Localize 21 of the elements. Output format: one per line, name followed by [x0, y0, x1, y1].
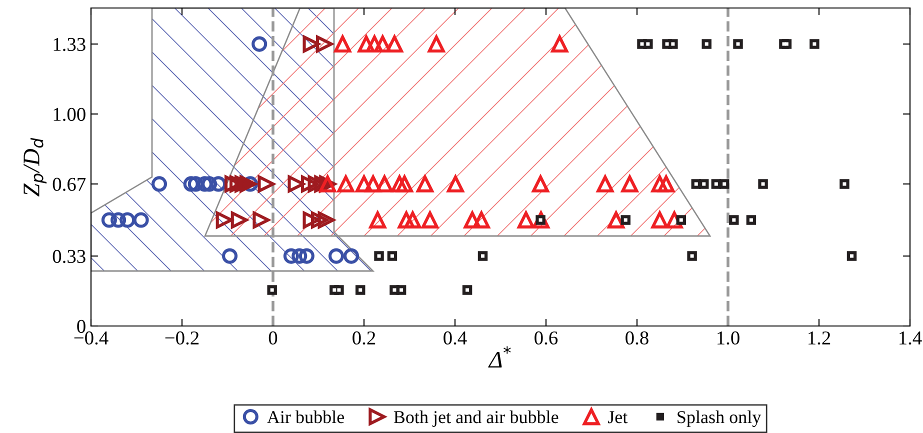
x-tick-label: 0 [268, 331, 278, 345]
y-tick-label: 0.33 [52, 250, 86, 264]
x-tick-label: 1.4 [900, 332, 922, 345]
y-tick-label: 1.33 [54, 38, 86, 52]
x-tick-label: 0.4 [444, 331, 467, 345]
y-tick-label: 1.00 [54, 108, 86, 122]
legend-label: Both jet and air bubble [394, 410, 558, 427]
x-tick-label: 0.8 [626, 331, 648, 345]
x-tick-label: 1.0 [718, 331, 740, 345]
x-tick-label: 0.6 [534, 331, 558, 345]
x-tick-label: 0.2 [352, 331, 376, 345]
x-tick-label: −0.2 [165, 331, 199, 345]
y-tick-label: 0 [77, 320, 86, 333]
x-tick-label: −0.4 [74, 331, 108, 345]
y-axis-title: Z$_{p}$/D$_{d}$ [24, 138, 47, 196]
x-axis-title: Δ$^{*}$ [488, 346, 511, 368]
x-tick-label: 1.2 [808, 331, 830, 345]
legend-label: Splash only [678, 410, 762, 427]
legend-label: Jet [608, 411, 628, 424]
legend-label: Air bubble [267, 410, 344, 424]
y-tick-label: 0.67 [52, 178, 86, 191]
